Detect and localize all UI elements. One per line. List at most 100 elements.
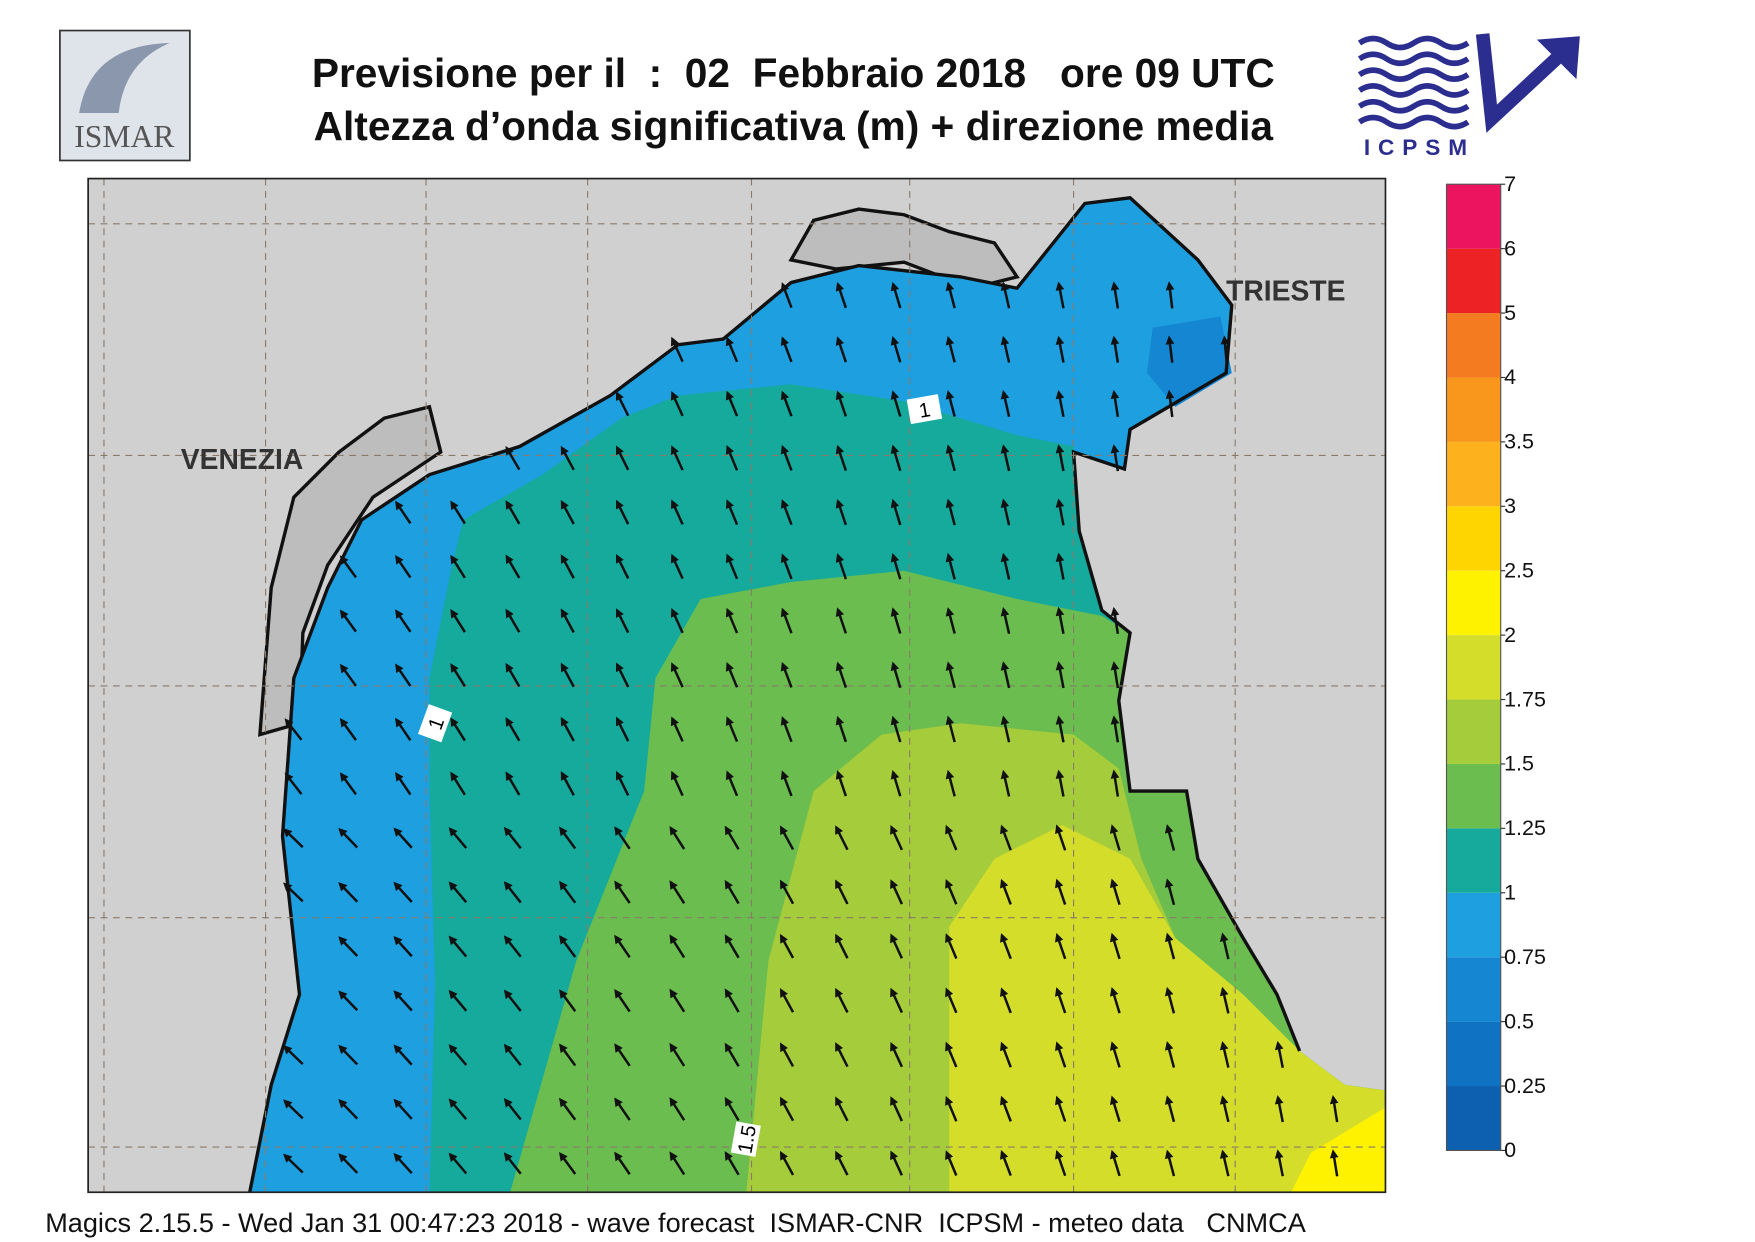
arrow-head xyxy=(339,663,349,674)
arrow-head xyxy=(725,336,734,347)
map-frame xyxy=(87,177,1387,1194)
direction-arrow xyxy=(724,988,740,1013)
arrow-head xyxy=(614,1151,623,1162)
arrow-head xyxy=(1329,1095,1339,1105)
direction-arrow xyxy=(1000,987,1012,1014)
direction-arrow xyxy=(945,987,958,1014)
direction-arrow xyxy=(1110,769,1120,797)
arrow-head xyxy=(616,553,624,564)
coastline xyxy=(248,196,1302,1193)
arrow-head xyxy=(560,608,569,619)
arrow-head xyxy=(779,1150,788,1161)
direction-arrow xyxy=(283,1045,304,1066)
direction-arrow xyxy=(448,935,468,958)
arrow-head xyxy=(724,934,733,944)
direction-arrow xyxy=(1164,1041,1176,1068)
arrow-head xyxy=(450,554,459,565)
direction-arrow xyxy=(780,607,793,634)
direction-arrow xyxy=(338,1044,359,1066)
arrow-head xyxy=(1055,878,1064,889)
colorbar-tick-label: 3.5 xyxy=(1504,430,1534,454)
direction-arrow xyxy=(560,445,575,471)
direction-arrow xyxy=(780,499,793,526)
arrow-head xyxy=(724,1151,733,1161)
arrow-head xyxy=(890,715,900,726)
colorbar-swatch xyxy=(1446,441,1501,507)
direction-arrow xyxy=(505,771,521,796)
arrow-head xyxy=(725,553,734,564)
direction-arrow xyxy=(338,882,359,903)
direction-arrow xyxy=(890,1041,904,1068)
direction-arrow xyxy=(505,500,521,525)
arrow-head xyxy=(1110,389,1120,400)
direction-arrow xyxy=(338,827,359,849)
arrow-head xyxy=(283,1153,293,1163)
direction-arrow xyxy=(1055,498,1065,526)
direction-arrow xyxy=(890,444,902,472)
arrow-head xyxy=(835,1150,844,1161)
arrow-head xyxy=(284,772,294,783)
arrow-head xyxy=(1055,389,1065,400)
arrow-head xyxy=(393,1098,403,1109)
arrow-head xyxy=(670,499,679,510)
direction-arrow xyxy=(393,1044,413,1066)
arrow-head xyxy=(1000,1150,1009,1160)
direction-arrow xyxy=(725,770,739,797)
colorbar-frame xyxy=(1445,183,1502,1152)
arrow-head xyxy=(338,990,348,1000)
direction-arrow xyxy=(779,1150,795,1176)
direction-arrow xyxy=(945,824,958,851)
direction-arrow xyxy=(339,609,357,633)
arrow-head xyxy=(1000,824,1009,835)
arrow-head xyxy=(1110,715,1120,725)
direction-arrow xyxy=(616,608,630,634)
direction-arrow xyxy=(1000,552,1011,580)
arrow-head xyxy=(890,824,899,835)
arrow-head xyxy=(669,880,678,890)
arrow-head xyxy=(945,933,954,943)
direction-arrow xyxy=(780,336,793,363)
direction-arrow xyxy=(945,498,956,526)
direction-arrow xyxy=(669,1097,686,1121)
direction-arrow xyxy=(616,445,630,471)
contour-label-box xyxy=(417,704,453,743)
footer: Magics 2.15.5 - Wed Jan 31 00:47:23 2018… xyxy=(45,1207,1307,1238)
ismar-logo: ISMAR xyxy=(59,29,191,162)
arrow-head xyxy=(780,661,789,672)
direction-arrow xyxy=(945,390,956,417)
direction-arrow xyxy=(945,281,956,309)
arrow-head xyxy=(1164,1095,1174,1105)
direction-arrow xyxy=(1055,878,1067,905)
direction-arrow xyxy=(614,1097,631,1121)
arrow-head xyxy=(724,988,733,999)
direction-arrow xyxy=(835,879,849,905)
arrow-head xyxy=(945,607,955,617)
direction-arrow xyxy=(1055,769,1065,797)
arrow-head xyxy=(1000,1041,1009,1052)
direction-arrow xyxy=(448,1098,468,1121)
arrow-head xyxy=(338,882,348,892)
direction-arrow xyxy=(614,934,631,958)
direction-arrow xyxy=(614,988,631,1013)
direction-arrow xyxy=(560,716,575,742)
logo-text: ISMAR xyxy=(74,119,175,154)
arrow-head xyxy=(338,1099,348,1109)
direction-arrow xyxy=(284,772,303,795)
arrow-head xyxy=(780,553,789,564)
direction-arrow xyxy=(339,772,357,796)
arrow-head xyxy=(393,1152,403,1163)
arrow-head xyxy=(1055,715,1065,725)
arrow-head xyxy=(1000,444,1010,454)
arrow-head xyxy=(560,716,569,727)
direction-arrow xyxy=(1219,1149,1230,1177)
arrow-head xyxy=(450,717,459,728)
direction-arrow xyxy=(890,607,902,634)
direction-arrow xyxy=(614,1043,631,1067)
contour-label: 1 xyxy=(906,394,943,425)
direction-arrow xyxy=(1055,715,1065,743)
direction-arrow xyxy=(1055,932,1067,960)
contour-label: 1.5 xyxy=(730,1121,761,1157)
arrow-head xyxy=(780,336,789,347)
direction-arrow xyxy=(284,718,303,741)
arrow-head xyxy=(616,608,624,618)
